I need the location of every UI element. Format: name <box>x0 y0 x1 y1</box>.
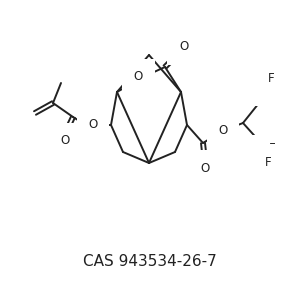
Text: O: O <box>218 124 228 137</box>
Text: CAS 943534-26-7: CAS 943534-26-7 <box>83 254 217 269</box>
Text: F: F <box>269 142 275 154</box>
Text: F: F <box>256 82 262 94</box>
Text: F: F <box>254 146 260 160</box>
Text: O: O <box>88 118 98 131</box>
Text: O: O <box>200 161 210 175</box>
Text: O: O <box>179 40 188 53</box>
Text: F: F <box>268 73 274 85</box>
Text: O: O <box>134 70 143 83</box>
Text: F: F <box>271 86 277 100</box>
Text: O: O <box>60 134 70 148</box>
Text: F: F <box>265 155 271 169</box>
